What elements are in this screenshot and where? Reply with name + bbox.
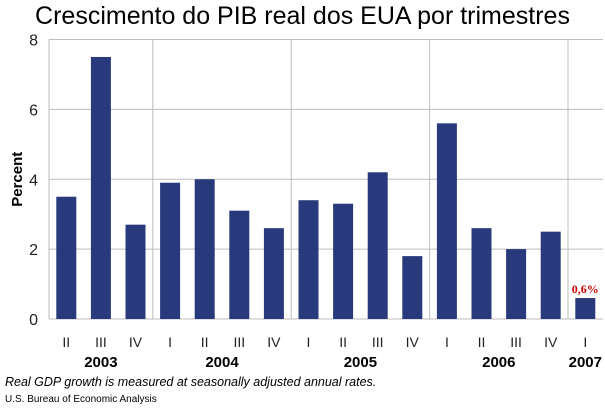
- data-label: 0,6%: [572, 282, 599, 296]
- bar: [160, 182, 181, 319]
- x-tick-label: IV: [267, 334, 281, 350]
- bar: [402, 256, 423, 319]
- y-tick-label: 4: [29, 172, 38, 189]
- x-tick-label: I: [168, 334, 172, 350]
- bar: [263, 228, 284, 319]
- y-tick-label: 0: [29, 312, 38, 329]
- x-tick-label: III: [372, 334, 384, 350]
- x-tick-label: II: [339, 334, 347, 350]
- x-tick-label: III: [233, 334, 245, 350]
- x-tick-label: IV: [544, 334, 558, 350]
- chart-title: Crescimento do PIB real dos EUA por trim…: [35, 2, 570, 30]
- y-tick-label: 6: [29, 102, 38, 119]
- year-label: 2004: [205, 354, 239, 371]
- bar: [367, 172, 388, 319]
- bar: [506, 249, 527, 319]
- x-tick-label: IV: [406, 334, 420, 350]
- year-label: 2005: [344, 354, 377, 371]
- bar: [436, 123, 457, 319]
- x-tick-label: II: [62, 334, 70, 350]
- year-label: 2007: [569, 354, 602, 371]
- y-tick-label: 8: [29, 33, 38, 50]
- x-tick-label: IV: [129, 334, 143, 350]
- bar: [194, 179, 215, 319]
- bar: [575, 298, 596, 319]
- bar: [56, 196, 77, 319]
- bar: [333, 203, 354, 319]
- bar: [125, 224, 146, 319]
- bar: [298, 200, 319, 319]
- x-tick-label: I: [307, 334, 311, 350]
- year-label: 2003: [84, 354, 117, 371]
- x-tick-label: III: [95, 334, 107, 350]
- year-label: 2006: [482, 354, 515, 371]
- x-tick-label: I: [445, 334, 449, 350]
- bar: [229, 210, 250, 319]
- source-credit: U.S. Bureau of Economic Analysis: [5, 394, 157, 405]
- y-tick-label: 2: [29, 242, 38, 259]
- x-tick-label: II: [478, 334, 486, 350]
- y-axis-label: Percent: [9, 152, 26, 207]
- footnote: Real GDP growth is measured at seasonall…: [5, 375, 377, 389]
- x-tick-label: II: [201, 334, 209, 350]
- bar: [540, 231, 561, 319]
- x-tick-label: I: [583, 334, 587, 350]
- bar: [90, 56, 111, 319]
- x-tick-label: III: [510, 334, 522, 350]
- bar: [471, 228, 492, 319]
